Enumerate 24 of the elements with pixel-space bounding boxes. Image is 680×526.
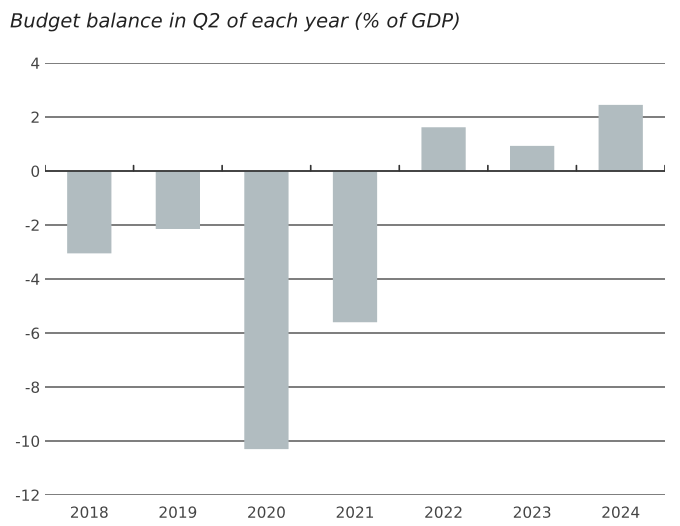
y-tick-label: -10 — [16, 435, 40, 448]
bar — [421, 127, 466, 171]
x-tick-label: 2020 — [248, 506, 285, 518]
y-tick-label: -2 — [26, 219, 39, 231]
x-tick-label: 2019 — [160, 506, 196, 518]
bar — [244, 171, 289, 450]
bar — [510, 146, 554, 171]
y-tick-label: -8 — [26, 381, 40, 394]
x-tick-label: 2021 — [336, 506, 374, 518]
y-tick-label: -12 — [16, 489, 39, 501]
chart-title: Budget balance in Q2 of each year (% of GDP) — [10, 12, 459, 32]
x-tick-label: 2024 — [602, 506, 640, 518]
y-tick-label: 2 — [32, 111, 39, 123]
y-tick-label: -6 — [26, 327, 40, 340]
x-tick-label: 2022 — [425, 506, 462, 518]
x-tick-label: 2023 — [514, 506, 550, 518]
y-tick-label: 0 — [31, 165, 40, 178]
bar — [67, 171, 112, 254]
bar — [598, 104, 643, 171]
x-tick-label: 2018 — [70, 506, 108, 518]
y-tick-label: 4 — [31, 58, 40, 69]
y-tick-label: -4 — [26, 274, 40, 285]
bar — [332, 171, 378, 322]
bar — [156, 171, 200, 230]
